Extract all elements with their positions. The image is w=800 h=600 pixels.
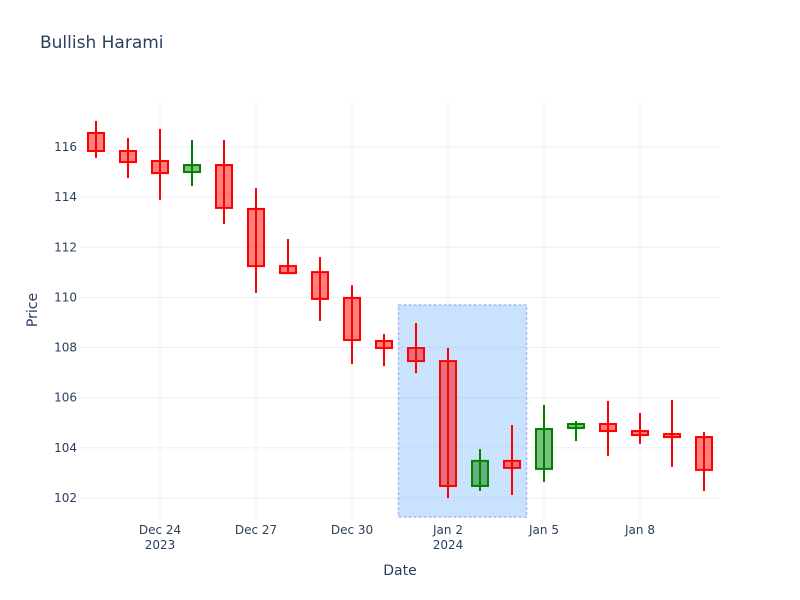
pattern-highlight-region (397, 304, 528, 518)
x-tick-label: Dec 30 (331, 523, 373, 537)
candle (87, 120, 105, 159)
candle-body (695, 436, 713, 471)
y-axis: 102 104 106 108 110 112 114 116 (54, 140, 77, 505)
candle (183, 139, 201, 187)
candle-body (311, 271, 329, 300)
x-tick-label: Jan 5 (528, 523, 559, 537)
y-tick-label: 106 (54, 391, 77, 405)
candle (567, 421, 585, 442)
x-tick-label: Jan 8 (624, 523, 655, 537)
candle-body (247, 207, 265, 268)
x-tick-year-label: 2024 (433, 538, 464, 552)
highlight-rect (397, 304, 528, 518)
candle-body (343, 296, 361, 342)
candle (151, 128, 169, 200)
x-tick-label: Dec 24 (139, 523, 181, 537)
candle-body (471, 459, 489, 487)
x-tick-year-label: 2023 (145, 538, 176, 552)
candle (247, 188, 265, 293)
candle (695, 432, 713, 491)
x-tick-label: Jan 2 (432, 523, 463, 537)
candle-body (87, 131, 105, 153)
candle (599, 400, 617, 456)
y-axis-title: Price (25, 293, 41, 327)
y-tick-label: 114 (54, 190, 77, 204)
candle-body (119, 150, 137, 164)
y-tick-label: 116 (54, 140, 77, 154)
candle-body (183, 164, 201, 174)
candle (439, 348, 457, 498)
candle-body (375, 340, 393, 350)
candle (375, 334, 393, 367)
y-tick-label: 110 (54, 290, 77, 304)
candle-body (503, 459, 521, 469)
candle (311, 257, 329, 321)
candle (663, 399, 681, 467)
candle-body (599, 423, 617, 433)
y-tick-label: 102 (54, 491, 77, 505)
candle-body (631, 430, 649, 437)
candle-body (439, 360, 457, 487)
chart-title: Bullish Harami (40, 33, 164, 53)
candle (119, 137, 137, 179)
candle (471, 449, 489, 491)
candle-body (151, 160, 169, 175)
candles (87, 120, 713, 498)
y-tick-label: 108 (54, 341, 77, 355)
candle-body (407, 347, 425, 363)
candle (535, 404, 553, 482)
candle-body (663, 433, 681, 439)
candle (503, 425, 521, 495)
candle (343, 285, 361, 365)
candle (279, 239, 297, 275)
candle-body (279, 265, 297, 275)
candle-body (215, 164, 233, 209)
candle-body (567, 423, 585, 430)
x-tick-label: Dec 27 (235, 523, 277, 537)
x-axis-title: Date (383, 563, 416, 579)
candle (407, 322, 425, 374)
y-tick-label: 112 (54, 240, 77, 254)
candle (631, 412, 649, 445)
y-tick-label: 104 (54, 441, 77, 455)
candle (215, 139, 233, 224)
candle-body (535, 428, 553, 470)
